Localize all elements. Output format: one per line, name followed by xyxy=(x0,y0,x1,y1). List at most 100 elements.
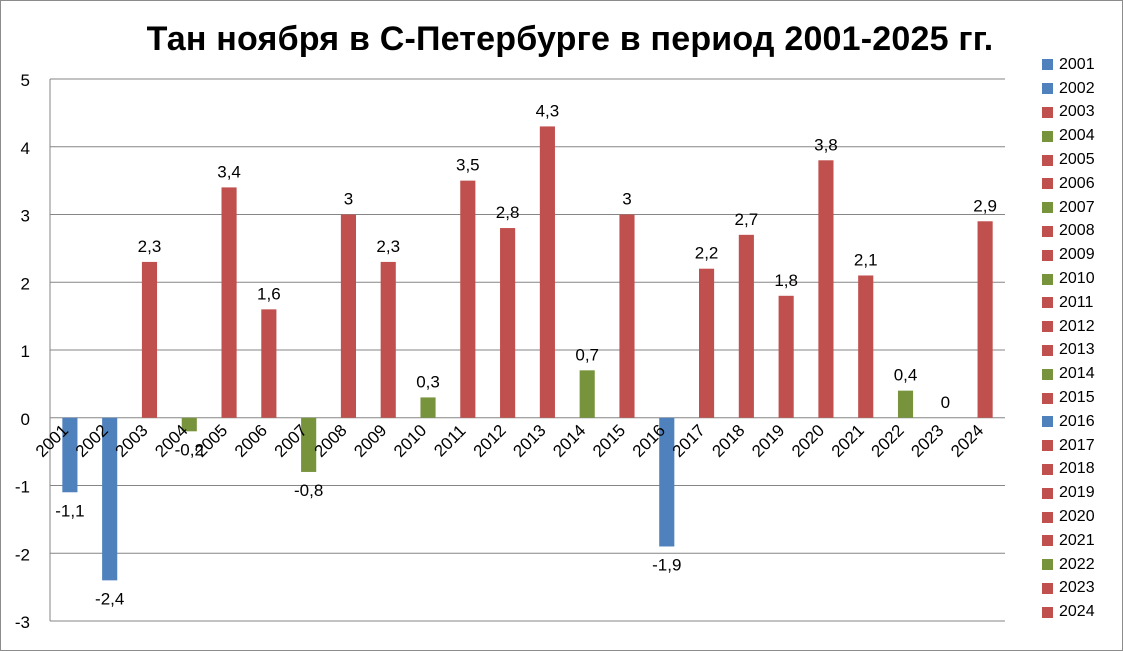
legend-swatch xyxy=(1042,202,1053,214)
legend-item: 2008 xyxy=(1042,220,1095,244)
legend-swatch xyxy=(1042,106,1053,118)
legend-label: 2016 xyxy=(1059,412,1095,430)
y-tick-label: 3 xyxy=(21,207,30,226)
legend-item: 2011 xyxy=(1042,291,1095,315)
bar-2005 xyxy=(221,187,237,418)
bar-2004 xyxy=(181,417,197,432)
bar-2010 xyxy=(420,397,436,418)
bar-2006 xyxy=(261,309,277,418)
y-tick-label: 0 xyxy=(21,410,30,429)
legend-item: 2005 xyxy=(1042,148,1095,172)
bar-2020 xyxy=(818,160,834,418)
legend-item: 2020 xyxy=(1042,505,1095,529)
legend-item: 2003 xyxy=(1042,101,1095,125)
legend-item: 2024 xyxy=(1042,600,1095,624)
legend-label: 2019 xyxy=(1059,484,1095,502)
x-tick-label: 2017 xyxy=(669,421,709,461)
data-label: 2,2 xyxy=(695,244,719,263)
x-tick-label: 2014 xyxy=(549,421,589,461)
x-tick-label: 2003 xyxy=(111,421,151,461)
y-tick-label: -1 xyxy=(15,478,30,497)
data-label: 3 xyxy=(344,190,353,209)
legend-swatch xyxy=(1042,392,1053,404)
chart-title: Тан ноября в С-Петербурге в период 2001-… xyxy=(146,20,994,58)
data-label: 0,4 xyxy=(894,366,918,385)
legend-item: 2021 xyxy=(1042,529,1095,553)
legend-swatch xyxy=(1042,535,1053,547)
x-tick-label: 2015 xyxy=(589,421,629,461)
x-tick-label: 2024 xyxy=(947,421,987,461)
legend-label: 2022 xyxy=(1059,555,1095,573)
legend-swatch xyxy=(1042,463,1053,475)
legend-label: 2021 xyxy=(1059,531,1095,549)
legend-label: 2006 xyxy=(1059,174,1095,192)
x-tick-label: 2022 xyxy=(868,421,908,461)
legend-label: 2011 xyxy=(1059,293,1094,311)
legend-swatch xyxy=(1042,321,1053,333)
legend-swatch xyxy=(1042,83,1053,95)
y-tick-label: 1 xyxy=(21,342,30,361)
legend-swatch xyxy=(1042,368,1053,380)
legend-item: 2013 xyxy=(1042,339,1095,363)
legend-label: 2018 xyxy=(1059,460,1095,478)
data-label: 1,8 xyxy=(774,271,798,290)
bar-2008 xyxy=(340,214,356,418)
bar-2017 xyxy=(699,268,715,418)
legend-label: 2005 xyxy=(1059,151,1095,169)
legend-swatch xyxy=(1042,344,1053,356)
data-label: -1,9 xyxy=(652,555,681,574)
legend-item: 2004 xyxy=(1042,124,1095,148)
legend-swatch xyxy=(1042,178,1053,190)
data-label: 2,3 xyxy=(376,237,400,256)
legend-swatch xyxy=(1042,440,1053,452)
bar-2012 xyxy=(500,228,516,418)
legend-label: 2003 xyxy=(1059,103,1095,121)
x-tick-label: 2023 xyxy=(907,421,947,461)
data-label: 3 xyxy=(622,190,631,209)
legend-label: 2014 xyxy=(1059,365,1095,383)
legend-item: 2006 xyxy=(1042,172,1095,196)
legend-swatch xyxy=(1042,511,1053,523)
legend-label: 2010 xyxy=(1059,270,1095,288)
data-label: 0,3 xyxy=(416,372,440,391)
data-label: 2,8 xyxy=(496,203,520,222)
legend-label: 2024 xyxy=(1059,603,1095,621)
x-tick-label: 2012 xyxy=(470,421,510,461)
x-tick-label: 2019 xyxy=(748,421,788,461)
legend-label: 2009 xyxy=(1059,246,1095,264)
bar-2013 xyxy=(539,126,555,418)
legend-swatch xyxy=(1042,606,1053,618)
legend-swatch xyxy=(1042,154,1053,166)
data-label: 1,6 xyxy=(257,284,281,303)
data-label: 0,7 xyxy=(575,345,599,364)
bar-2024 xyxy=(977,221,993,418)
legend-label: 2023 xyxy=(1059,579,1095,597)
y-tick-label: -2 xyxy=(15,545,30,564)
legend-label: 2002 xyxy=(1059,79,1095,97)
x-tick-label: 2013 xyxy=(509,421,549,461)
bar-2014 xyxy=(579,370,595,418)
chart-legend: 2001 2002 2003 2004 2005 2006 2007 2008 2009 2010… xyxy=(1042,53,1095,624)
legend-label: 2012 xyxy=(1059,317,1095,335)
legend-item: 2001 xyxy=(1042,53,1095,77)
legend-item: 2014 xyxy=(1042,362,1095,386)
bar-2021 xyxy=(858,275,874,418)
legend-swatch xyxy=(1042,297,1053,309)
y-tick-label: 2 xyxy=(21,274,30,293)
legend-item: 2002 xyxy=(1042,77,1095,101)
legend-swatch xyxy=(1042,559,1053,571)
x-tick-label: 2006 xyxy=(231,421,271,461)
legend-item: 2012 xyxy=(1042,315,1095,339)
legend-swatch xyxy=(1042,59,1053,71)
legend-swatch xyxy=(1042,249,1053,261)
bar-2007 xyxy=(301,417,317,472)
legend-label: 2017 xyxy=(1059,436,1095,454)
legend-swatch xyxy=(1042,582,1053,594)
x-tick-label: 2018 xyxy=(708,421,748,461)
data-label: 3,8 xyxy=(814,135,838,154)
legend-swatch xyxy=(1042,416,1053,428)
bar-2022 xyxy=(897,390,914,418)
x-tick-label: 2020 xyxy=(788,421,828,461)
data-label: 2,9 xyxy=(973,196,997,215)
legend-swatch xyxy=(1042,225,1053,237)
